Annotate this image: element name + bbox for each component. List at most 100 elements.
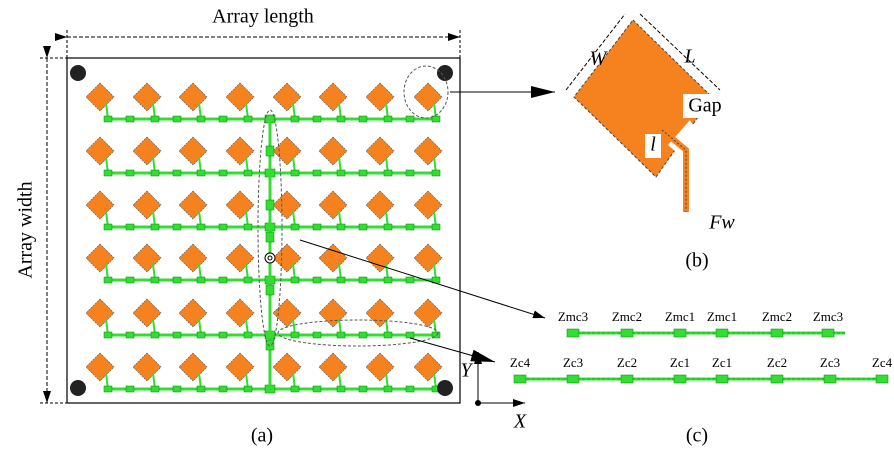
line-section [620,374,634,384]
line-section [172,169,182,177]
x-axis-label: X [513,411,527,433]
caption-a: (a) [251,425,273,447]
line-section [358,385,368,393]
impedance-label: Zc3 [820,355,840,370]
line-section [196,115,206,123]
line-section [243,331,253,339]
line-section [125,223,135,231]
line-section [770,328,784,338]
impedance-label: Zc1 [670,355,690,370]
line-section [431,331,441,339]
line-section [150,115,160,123]
line-section [218,115,228,123]
line-section [103,169,113,177]
line-section [431,115,441,123]
line-section [312,223,322,231]
line-section [265,145,275,157]
fw-label: Fw [708,212,735,234]
line-section [196,385,206,393]
line-section [243,223,253,231]
line-section [218,331,228,339]
line-section [875,374,889,384]
line-section [336,169,346,177]
line-section [103,276,113,284]
caption-c: (c) [686,425,708,447]
impedance-label: Zmc1 [665,309,695,324]
line-section [358,331,368,339]
mount-hole [437,65,453,81]
highlight-ellipse [403,65,449,119]
line-section [336,276,346,284]
line-section [312,169,322,177]
line-section [265,199,275,211]
impedance-label: Zc2 [767,355,787,370]
w-dimension [565,13,626,91]
line-section [243,169,253,177]
impedance-label: Zc1 [712,355,732,370]
line-section [358,276,368,284]
line-section [673,328,687,338]
impedance-label: Zmc3 [813,309,843,324]
line-section [715,328,729,338]
line-section [383,115,393,123]
line-section [290,169,300,177]
line-section [265,284,275,296]
line-section [336,223,346,231]
impedance-label: Zmc2 [762,309,792,324]
antenna-array [85,82,443,394]
highlight-ellipse [257,109,283,347]
line-section [770,374,784,384]
arrow [299,239,546,319]
line-section [218,385,228,393]
line-section [405,169,415,177]
line-section [125,169,135,177]
line-section [312,331,322,339]
impedance-label: Zc4 [872,355,893,370]
feed-network-detail: Zmc3 Zmc2 Zmc1 Zmc1 Zmc2 Zmc3 Zc4 Zc3 Zc2 Zc1 Zc1 Z… [510,309,893,384]
impedance-label: Zmc2 [612,309,642,324]
line-section [103,223,113,231]
gap-label: Gap [688,95,721,117]
line-section [196,223,206,231]
line-section [265,339,275,351]
line-section [172,385,182,393]
feed-point [267,255,273,261]
line-section [243,385,253,393]
line-section [383,385,393,393]
impedance-label: Zmc3 [558,309,588,324]
array-length-label: Array length [212,6,314,28]
line-section [312,115,322,123]
line-section [265,231,275,243]
feed-outline [661,129,687,212]
line-section [823,374,837,384]
line-section [336,331,346,339]
line-section [196,276,206,284]
line-section [383,223,393,231]
line-section [290,115,300,123]
line-section [125,331,135,339]
line-section [312,385,322,393]
line-section [290,276,300,284]
board [66,57,461,404]
line-section [431,169,441,177]
line-section [290,223,300,231]
line-section [196,169,206,177]
impedance-label: Zmc1 [707,309,737,324]
l-label: L [683,46,695,68]
mount-hole [70,65,86,81]
line-section [358,223,368,231]
line-section [172,276,182,284]
line-section [383,169,393,177]
line-section [150,169,160,177]
line-section [358,169,368,177]
line-section [150,331,160,339]
line-section [620,328,634,338]
line-section [103,115,113,123]
line-section [358,115,368,123]
line-section [150,385,160,393]
inset-label-bg [645,134,661,158]
caption-b: (b) [685,250,708,272]
line-section [150,223,160,231]
